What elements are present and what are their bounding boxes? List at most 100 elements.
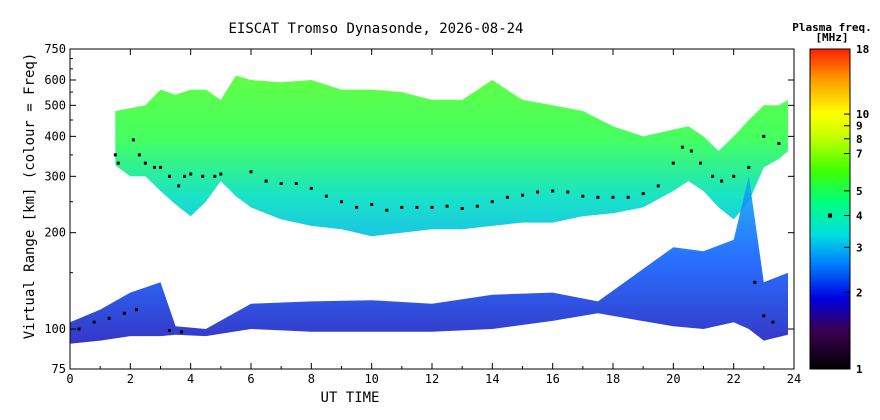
colorbar-tick-label: 2 <box>856 286 863 299</box>
y-axis-title: Virtual Range [km] (colour = Freq) <box>22 53 38 340</box>
trace-point <box>732 174 736 178</box>
trace-point <box>309 186 313 190</box>
trace-point <box>153 165 156 169</box>
trace-point <box>134 308 138 312</box>
trace-point <box>213 174 217 178</box>
y-tick-label: 300 <box>44 169 66 183</box>
trace-point <box>490 200 494 204</box>
x-axis: 0 2 4 6 8 10 12 14 16 18 20 22 24 <box>66 49 801 386</box>
chart-title: EISCAT Tromso Dynasonde, 2026-08-24 <box>228 21 523 37</box>
trace-point <box>264 179 268 183</box>
x-tick-label: 12 <box>425 372 439 386</box>
trace-point <box>641 192 645 196</box>
f-layer-band <box>115 75 789 237</box>
trace-point <box>385 208 389 212</box>
trace-point <box>177 184 181 188</box>
x-tick-label: 6 <box>247 372 254 386</box>
y-tick-label: 200 <box>44 226 66 240</box>
x-tick-label: 22 <box>726 372 740 386</box>
trace-point <box>762 314 766 318</box>
trace-point <box>689 149 693 153</box>
x-tick-label: 2 <box>127 372 134 386</box>
y-tick-label: 75 <box>52 362 66 376</box>
trace-point <box>116 161 120 165</box>
trace-point <box>137 153 141 157</box>
trace-point <box>189 172 193 176</box>
trace-point <box>324 194 328 198</box>
x-tick-label: 8 <box>308 372 315 386</box>
colorbar-tick-label: 1 <box>856 363 863 376</box>
x-tick-label: 14 <box>485 372 499 386</box>
trace-point <box>201 174 205 178</box>
trace-point <box>415 205 419 209</box>
trace-point <box>279 182 283 185</box>
y-tick-label: 400 <box>44 129 66 143</box>
trace-point <box>370 203 374 206</box>
trace-point <box>159 165 162 169</box>
y-axis: 75 100 200 300 400 500 600 750 <box>44 42 794 376</box>
x-tick-label: 16 <box>545 372 559 386</box>
colorbar-title: Plasma freq. <box>792 21 871 34</box>
trace-point <box>762 134 766 138</box>
x-tick-label: 0 <box>66 372 73 386</box>
y-tick-label: 500 <box>44 98 66 112</box>
e-layer-band <box>70 176 788 344</box>
colorbar-unit: [MHz] <box>815 31 848 44</box>
trace-point <box>505 195 509 199</box>
y-tick-label: 750 <box>44 42 66 56</box>
trace-point <box>753 280 757 284</box>
trace-point <box>445 204 449 208</box>
trace-point <box>460 207 464 210</box>
colorbar-tick-label: 9 <box>856 120 863 133</box>
trace-point <box>340 200 343 204</box>
trace-point <box>107 316 111 320</box>
trace-point <box>536 190 540 194</box>
trace-point <box>180 330 184 334</box>
x-tick-label: 18 <box>606 372 620 386</box>
trace-point <box>92 320 96 324</box>
x-axis-title: UT TIME <box>320 390 379 406</box>
trace-point <box>77 327 81 331</box>
y-tick-label: 600 <box>44 73 66 87</box>
x-tick-label: 10 <box>364 372 378 386</box>
trace-point <box>294 182 298 185</box>
x-tick-label: 24 <box>787 372 801 386</box>
colorbar-tick-label: 8 <box>856 133 863 146</box>
colorbar-tick-label: 3 <box>856 241 863 254</box>
trace-point <box>183 174 187 178</box>
trace-point <box>131 138 135 142</box>
trace-point <box>611 195 615 199</box>
colorbar-tick-label: 5 <box>856 185 863 198</box>
y-tick-label: 100 <box>44 322 66 336</box>
trace-point <box>168 328 171 332</box>
trace-point <box>219 172 223 176</box>
x-tick-label: 20 <box>666 372 680 386</box>
colorbar <box>809 48 851 370</box>
trace-point <box>143 161 147 165</box>
trace-point <box>720 179 724 183</box>
trace-point <box>699 161 702 165</box>
colorbar-tick-label: 18 <box>856 43 869 56</box>
colorbar-marker <box>828 213 832 218</box>
trace-point <box>400 205 404 209</box>
data-layer <box>70 75 789 344</box>
x-tick-label: 4 <box>187 372 194 386</box>
trace-point <box>747 165 751 169</box>
colorbar-tick-label: 7 <box>856 148 863 161</box>
trace-point <box>521 193 524 197</box>
trace-point <box>626 195 630 199</box>
trace-point <box>656 184 660 188</box>
trace-point <box>566 190 570 194</box>
trace-point <box>113 153 117 157</box>
trace-point <box>168 174 171 178</box>
colorbar-tick-label: 10 <box>856 108 869 121</box>
trace-point <box>771 320 775 324</box>
trace-point <box>581 194 585 198</box>
trace-point <box>249 170 253 174</box>
trace-point <box>355 205 359 209</box>
trace-point <box>551 189 555 193</box>
trace-point <box>711 174 715 178</box>
trace-point <box>430 205 434 209</box>
